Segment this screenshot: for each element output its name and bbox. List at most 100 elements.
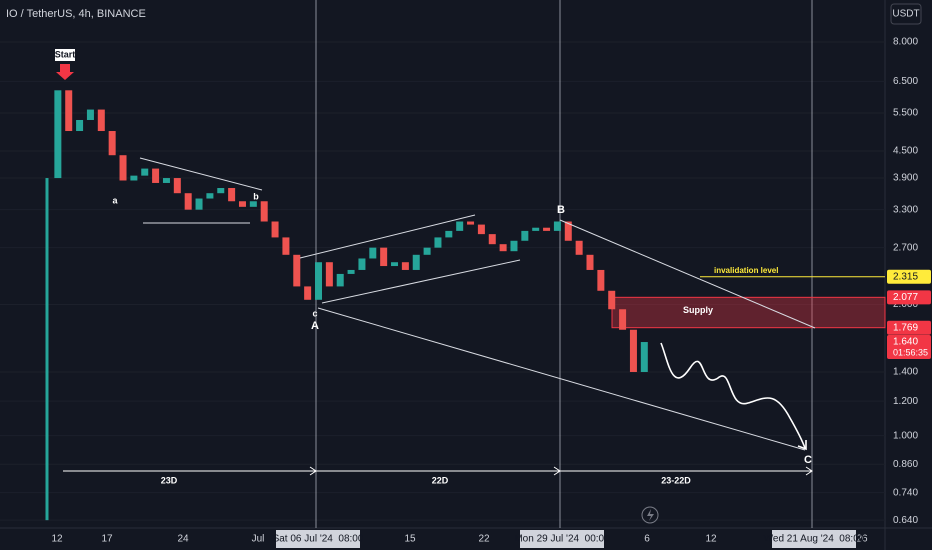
candle bbox=[640, 342, 648, 372]
candle bbox=[456, 221, 464, 231]
candle bbox=[380, 247, 388, 267]
candle bbox=[608, 290, 616, 310]
y-tick-label: 2.700 bbox=[893, 242, 918, 253]
duration-label: 23D bbox=[161, 475, 178, 485]
y-tick-label: 6.500 bbox=[893, 76, 918, 87]
candle bbox=[97, 109, 105, 132]
candle bbox=[271, 221, 279, 238]
x-tick-label: 17 bbox=[101, 534, 113, 545]
candle bbox=[162, 178, 170, 183]
arrow-head bbox=[805, 466, 813, 476]
y-tick-label: 8.000 bbox=[893, 37, 918, 48]
price-label-box bbox=[887, 320, 931, 335]
candle bbox=[445, 230, 453, 238]
candle bbox=[108, 131, 116, 156]
candle bbox=[358, 258, 366, 270]
price-label: 2.077 bbox=[893, 292, 918, 303]
candle bbox=[217, 188, 225, 194]
duration-label: 22D bbox=[432, 475, 449, 485]
candle bbox=[412, 254, 420, 270]
x-tick-label: 12 bbox=[51, 534, 63, 545]
date-label-box bbox=[520, 530, 604, 548]
candle bbox=[532, 227, 540, 231]
candle bbox=[238, 201, 246, 207]
candle bbox=[195, 198, 203, 210]
candle bbox=[141, 168, 149, 176]
y-tick-label: 1.200 bbox=[893, 396, 918, 407]
candle bbox=[510, 240, 518, 252]
candle bbox=[282, 237, 290, 255]
duration-arrows bbox=[63, 466, 813, 476]
currency-box bbox=[890, 3, 922, 25]
x-tick-label: 22 bbox=[478, 534, 490, 545]
y-tick-label: 1.000 bbox=[893, 430, 918, 441]
start-box bbox=[55, 49, 75, 61]
price-label-box bbox=[887, 290, 931, 305]
candle bbox=[543, 227, 551, 231]
trendlines bbox=[139, 157, 816, 451]
candle bbox=[76, 119, 84, 132]
wave-label: C bbox=[804, 454, 812, 466]
price-label: 1.640 bbox=[893, 337, 918, 348]
candle bbox=[575, 240, 583, 255]
candle bbox=[347, 269, 355, 274]
candle bbox=[173, 178, 181, 194]
candle bbox=[488, 234, 496, 245]
wave-label: Start bbox=[55, 49, 76, 59]
y-tick-label: 2.000 bbox=[893, 299, 918, 310]
trendline bbox=[299, 214, 476, 259]
candle bbox=[152, 168, 160, 183]
y-tick-label: 0.740 bbox=[893, 487, 918, 498]
candles bbox=[45, 90, 648, 521]
candle bbox=[325, 262, 333, 287]
y-tick-label: 0.640 bbox=[893, 515, 918, 526]
supply-label: Supply bbox=[683, 305, 713, 315]
y-tick-label: 3.900 bbox=[893, 173, 918, 184]
arrow-head bbox=[797, 440, 807, 451]
symbol-title: IO / TetherUS, 4h, BINANCE bbox=[6, 8, 146, 20]
trendline bbox=[559, 219, 816, 329]
supply-zone bbox=[611, 296, 886, 329]
candle bbox=[564, 221, 572, 241]
candle bbox=[228, 188, 236, 202]
candle bbox=[619, 309, 627, 330]
candle bbox=[553, 221, 561, 231]
price-label-box bbox=[887, 269, 931, 284]
candle bbox=[184, 193, 192, 210]
candle bbox=[586, 254, 594, 270]
candle bbox=[119, 155, 127, 181]
candle bbox=[249, 201, 257, 207]
y-tick-label: 4.500 bbox=[893, 146, 918, 157]
countdown: 01:56:35 bbox=[893, 347, 928, 357]
candle bbox=[130, 175, 138, 181]
date-label: Sat 06 Jul '24 08:00 bbox=[273, 534, 364, 545]
y-tick-label: 3.300 bbox=[893, 204, 918, 215]
candle bbox=[54, 90, 62, 179]
event-icon-bolt bbox=[647, 509, 654, 521]
candle bbox=[304, 286, 312, 300]
x-tick-label: 26 bbox=[856, 534, 868, 545]
candle bbox=[336, 273, 344, 287]
y-tick-label: 5.500 bbox=[893, 108, 918, 119]
duration-label: 23-22D bbox=[661, 475, 691, 485]
currency: USDT bbox=[892, 9, 919, 20]
x-tick-label: 12 bbox=[705, 534, 717, 545]
trendline bbox=[139, 157, 263, 191]
y-tick-label: 0.860 bbox=[893, 459, 918, 470]
wave-label: B bbox=[557, 204, 565, 216]
candle bbox=[45, 178, 49, 521]
candle bbox=[206, 193, 214, 199]
candle bbox=[629, 329, 637, 372]
candle bbox=[467, 221, 475, 225]
x-tick-label: 15 bbox=[404, 534, 416, 545]
price-label: 1.769 bbox=[893, 322, 918, 333]
start-arrow bbox=[56, 64, 74, 80]
wave-label: b bbox=[253, 191, 259, 201]
candle bbox=[423, 247, 431, 255]
wave-label: a bbox=[112, 195, 118, 205]
candle bbox=[86, 109, 94, 120]
levels: Supply invalidation level bbox=[611, 266, 886, 329]
trendline bbox=[317, 307, 806, 451]
